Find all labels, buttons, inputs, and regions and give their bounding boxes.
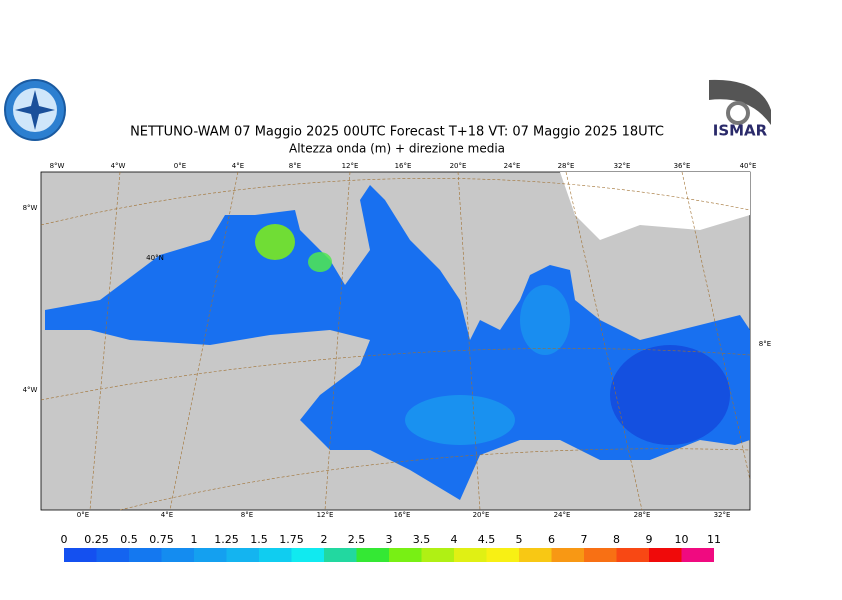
graticule-label: 28°E [558, 162, 575, 170]
colorbar-label: 0.25 [84, 533, 109, 546]
colorbar-label: 2.5 [348, 533, 366, 546]
title: NETTUNO-WAM 07 Maggio 2025 00UTC Forecas… [130, 125, 664, 140]
colorbar-box [649, 548, 682, 562]
colorbar-label: 4.5 [478, 533, 496, 546]
logo-text: ISMAR [713, 122, 768, 140]
graticule-label: 12°E [342, 162, 359, 170]
colorbar-label: 6 [548, 533, 555, 546]
map [40, 171, 751, 511]
colorbar-box [616, 548, 649, 562]
graticule-label: 40°N [146, 254, 164, 262]
graticule-label: 0°E [77, 511, 89, 519]
graticule-label: 4°W [111, 162, 126, 170]
colorbar-box [324, 548, 357, 562]
colorbar-label: 0 [61, 533, 68, 546]
colorbar-label: 1.5 [250, 533, 268, 546]
colorbar-box [681, 548, 714, 562]
colorbar-label: 5 [516, 533, 523, 546]
colorbar-label: 0.5 [120, 533, 138, 546]
graticule-label: 16°E [394, 511, 411, 519]
graticule-label: 32°E [714, 511, 731, 519]
colorbar-label: 10 [675, 533, 689, 546]
colorbar-box [551, 548, 584, 562]
graticule-label: 12°E [317, 511, 334, 519]
colorbar-label: 9 [646, 533, 653, 546]
colorbar-box [64, 548, 97, 562]
graticule-label: 8°E [241, 511, 253, 519]
colorbar-box [194, 548, 227, 562]
graticule-label: 8°W [50, 162, 65, 170]
colorbar-box [356, 548, 389, 562]
graticule-label: 8°E [289, 162, 301, 170]
graticule-label: 24°E [504, 162, 521, 170]
right-logo: ISMAR [709, 78, 771, 142]
colorbar-label: 2 [321, 533, 328, 546]
colorbar-label: 3.5 [413, 533, 431, 546]
graticule-label: 28°E [634, 511, 651, 519]
colorbar-box [259, 548, 292, 562]
colorbar-box [389, 548, 422, 562]
colorbar-box [421, 548, 454, 562]
colorbar-box [226, 548, 259, 562]
colorbar-box [161, 548, 194, 562]
left-logo [4, 79, 66, 141]
colorbar-label: 1 [191, 533, 198, 546]
colorbar-label: 1.75 [279, 533, 304, 546]
colorbar-label: 11 [707, 533, 721, 546]
colorbar-box [454, 548, 487, 562]
graticule-label: 8°W [23, 204, 38, 212]
graticule-label: 0°E [174, 162, 186, 170]
colorbar-box [291, 548, 324, 562]
subtitle: Altezza onda (m) + direzione media [289, 142, 505, 156]
colorbar-box [96, 548, 129, 562]
graticule-label: 36°E [674, 162, 691, 170]
colorbar-box [486, 548, 519, 562]
colorbar-box [129, 548, 162, 562]
graticule-label: 32°E [614, 162, 631, 170]
colorbar-label: 0.75 [149, 533, 174, 546]
graticule-label: 40°E [740, 162, 757, 170]
graticule-label: 8°E [759, 340, 771, 348]
graticule-label: 20°E [450, 162, 467, 170]
colorbar-label: 7 [581, 533, 588, 546]
graticule-label: 4°E [161, 511, 173, 519]
graticule-label: 16°E [395, 162, 412, 170]
colorbar-box [519, 548, 552, 562]
colorbar-label: 3 [386, 533, 393, 546]
colorbar-label: 8 [613, 533, 620, 546]
graticule-label: 4°W [23, 386, 38, 394]
graticule-label: 24°E [554, 511, 571, 519]
graticule-label: 4°E [232, 162, 244, 170]
colorbar-box [584, 548, 617, 562]
graticule-label: 20°E [473, 511, 490, 519]
colorbar-label: 4 [451, 533, 458, 546]
colorbar-label: 1.25 [214, 533, 239, 546]
